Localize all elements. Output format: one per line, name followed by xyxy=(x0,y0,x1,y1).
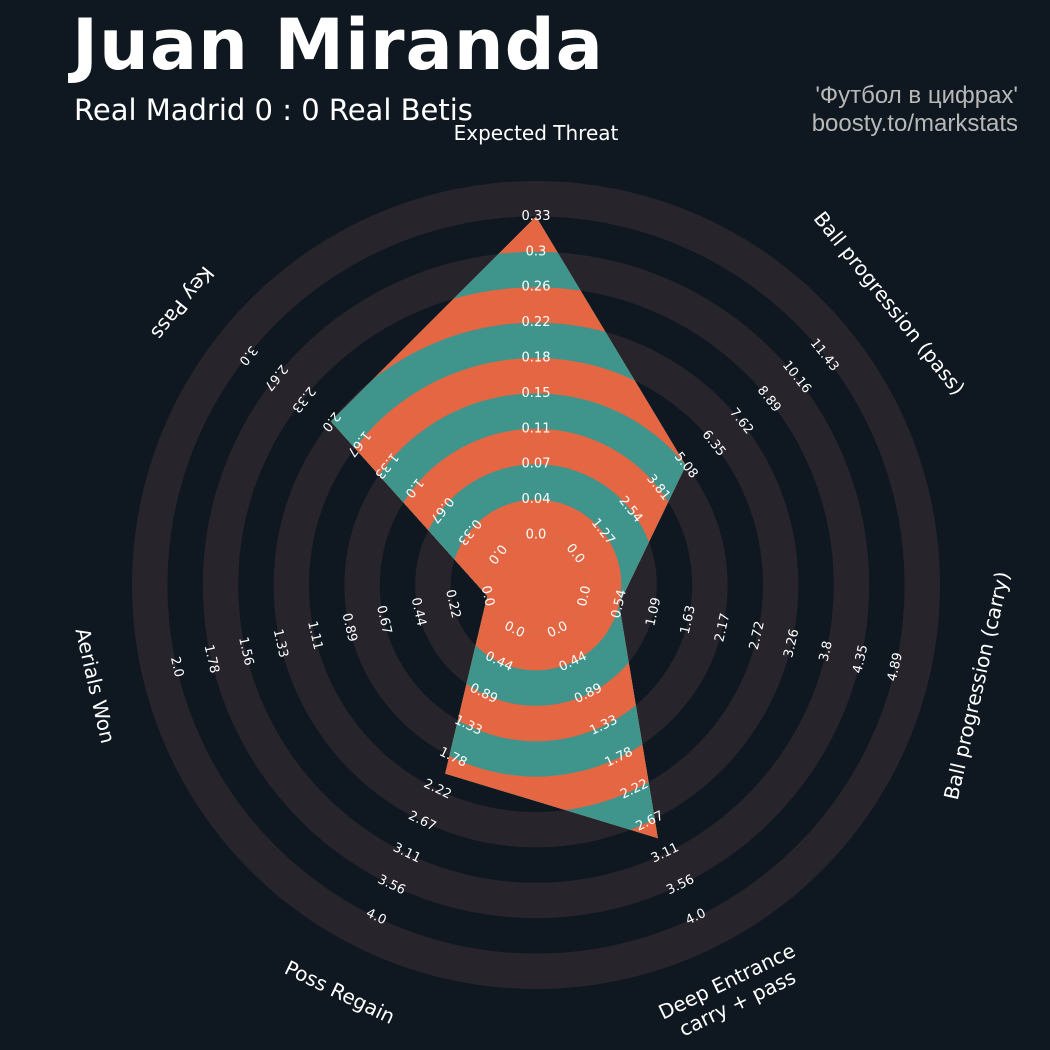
tick-label: 4.35 xyxy=(850,643,871,675)
tick-label: 0.44 xyxy=(408,596,429,628)
tick-label: 0.15 xyxy=(522,386,551,401)
tick-label: 0.33 xyxy=(522,209,551,224)
tick-label: 4.89 xyxy=(885,651,906,683)
tick-label: 0.0 xyxy=(478,584,497,608)
tick-label: 0.22 xyxy=(522,315,551,330)
tick-label: 0.26 xyxy=(522,280,551,295)
parameter-label: Ball progression (carry) xyxy=(939,569,1015,802)
tick-label: 0.11 xyxy=(522,421,551,436)
tick-label: 1.09 xyxy=(643,596,664,628)
parameter-label: Key Pass xyxy=(146,262,219,345)
tick-label: 2.17 xyxy=(712,612,733,644)
credit-block: 'Футбол в цифрах' boosty.to/markstats xyxy=(812,82,1018,138)
tick-label: 1.56 xyxy=(235,636,256,668)
tick-label: 0.18 xyxy=(522,351,551,366)
tick-label: 0.89 xyxy=(339,612,360,644)
tick-label: 0.54 xyxy=(609,588,630,620)
center-disc xyxy=(486,535,586,635)
parameter-label: Expected Threat xyxy=(454,121,619,145)
tick-label: 1.33 xyxy=(270,628,291,660)
tick-label: 0.0 xyxy=(575,584,594,608)
tick-label: 2.72 xyxy=(747,620,768,652)
tick-label: 1.63 xyxy=(678,604,699,636)
tick-label: 3.26 xyxy=(781,628,802,660)
parameter-label: Aerials Won xyxy=(70,626,120,746)
match-subtitle: Real Madrid 0 : 0 Real Betis xyxy=(74,93,473,127)
credit-line-2: boosty.to/markstats xyxy=(811,110,1018,137)
tick-label: 1.78 xyxy=(201,643,222,675)
credit-line-1: 'Футбол в цифрах' xyxy=(815,82,1018,109)
tick-label: 2.0 xyxy=(167,655,186,679)
player-name: Juan Miranda xyxy=(72,4,604,86)
tick-label: 0.3 xyxy=(526,244,547,259)
tick-label: 1.11 xyxy=(304,620,325,652)
tick-label: 0.0 xyxy=(526,528,547,543)
tick-label: 0.04 xyxy=(522,492,551,507)
tick-label: 0.07 xyxy=(522,457,551,472)
tick-label: 0.22 xyxy=(442,588,463,620)
tick-label: 0.67 xyxy=(373,604,394,636)
parameter-label: Poss Regain xyxy=(281,956,399,1029)
tick-label: 3.8 xyxy=(817,640,836,664)
